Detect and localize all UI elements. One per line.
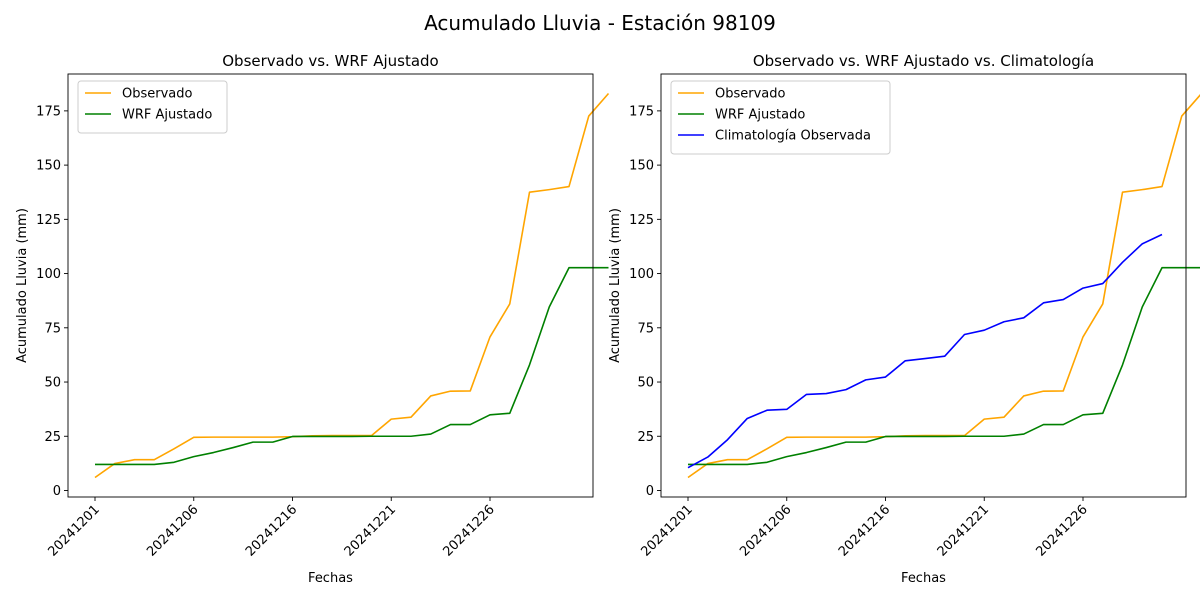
series-group	[94, 92, 610, 479]
y-tick-label: 50	[44, 376, 61, 391]
legend-label-climatologia-observada: Climatología Observada	[715, 129, 871, 144]
y-tick-label: 150	[36, 159, 61, 174]
legend-box	[77, 80, 228, 134]
y-tick-label: 175	[629, 104, 654, 119]
y-tick-label: 75	[637, 321, 654, 336]
x-tick-label: 20241221	[342, 502, 399, 559]
x-tick-label: 20241206	[144, 502, 201, 559]
x-axis-label: Fechas	[308, 571, 353, 586]
y-tick-label: 0	[53, 484, 61, 499]
x-tick-label: 20241201	[45, 502, 102, 559]
chart-title: Observado vs. WRF Ajustado	[222, 52, 438, 70]
x-tick-label: 20241206	[737, 502, 794, 559]
legend-label-observado: Observado	[122, 87, 193, 102]
figure-title: Acumulado Lluvia - Estación 98109	[424, 11, 776, 35]
y-tick-label: 0	[646, 484, 654, 499]
y-tick-label: 75	[44, 321, 61, 336]
chart-panel-observado-wrf: Observado vs. WRF Ajustado 0 25 50 75 100 125 1…	[15, 52, 610, 586]
series-line-observado	[687, 94, 1200, 479]
x-tick-label: 20241216	[243, 502, 300, 559]
y-axis-label: Acumulado Lluvia (mm)	[608, 208, 623, 363]
y-tick-label: 100	[36, 267, 61, 282]
legend: Observado WRF Ajustado Climatología Observ…	[670, 80, 891, 155]
y-axis-label: Acumulado Lluvia (mm)	[15, 208, 30, 363]
chart-title: Observado vs. WRF Ajustado vs. Climatolo…	[753, 52, 1094, 70]
axes-frame	[660, 73, 1187, 498]
legend-box	[670, 80, 891, 155]
y-tick-label: 150	[629, 159, 654, 174]
y-tick-label: 175	[36, 104, 61, 119]
series-line-wrf-ajustado	[688, 266, 1200, 466]
series-line-wrf-ajustado	[95, 266, 609, 466]
legend: Observado WRF Ajustado	[77, 80, 228, 134]
x-tick-label: 20241221	[935, 502, 992, 559]
legend-label-observado: Observado	[715, 87, 786, 102]
x-tick-label: 20241226	[1033, 502, 1090, 559]
axes-frame	[67, 73, 594, 498]
series-group	[687, 94, 1200, 479]
y-tick-label: 25	[637, 430, 654, 445]
x-tick-label: 20241226	[440, 502, 497, 559]
x-tick-label: 20241201	[638, 502, 695, 559]
x-axis-label: Fechas	[901, 571, 946, 586]
y-tick-label: 50	[637, 376, 654, 391]
legend-label-wrf-ajustado: WRF Ajustado	[715, 108, 805, 123]
chart-panel-observado-wrf-climatologia: Observado vs. WRF Ajustado vs. Climatolo…	[608, 52, 1200, 586]
y-tick-label: 125	[36, 213, 61, 228]
x-tick-label: 20241216	[836, 502, 893, 559]
y-tick-label: 100	[629, 267, 654, 282]
series-line-observado	[94, 92, 610, 479]
y-tick-label: 125	[629, 213, 654, 228]
series-line-climatologia-observada	[687, 233, 1163, 469]
y-tick-label: 25	[44, 430, 61, 445]
legend-label-wrf-ajustado: WRF Ajustado	[122, 108, 212, 123]
